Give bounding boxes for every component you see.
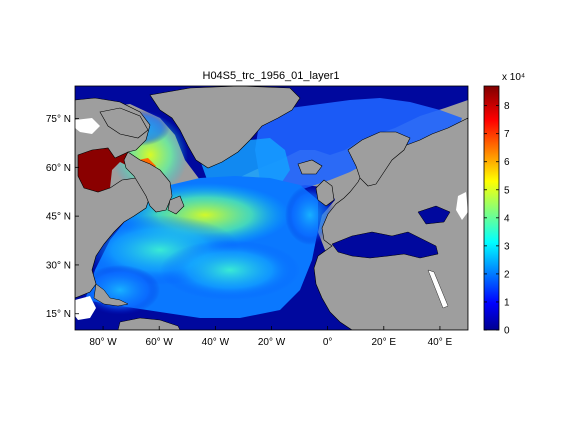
colorbar-tick-label: 0 <box>504 326 510 337</box>
colorbar: x 10⁴ 0 1 2 3 4 5 6 7 8 <box>483 72 525 337</box>
colorbar-tick-label: 2 <box>504 269 510 280</box>
caribbean-plume <box>80 265 160 315</box>
colorbar-tick-label: 1 <box>504 297 510 308</box>
lon-tick-label: 60° W <box>146 337 174 348</box>
lon-tick-label: 40° W <box>202 337 230 348</box>
no-data-gulf <box>75 296 96 320</box>
colorbar-ticks: 0 1 2 3 4 5 6 7 8 <box>484 101 510 337</box>
lat-tick-label: 45° N <box>46 212 71 223</box>
longitude-ticks: 80° W 60° W 40° W 20° W 0° 20° E 40° E <box>89 326 453 348</box>
scandinavia-land <box>347 131 411 187</box>
mediterranean-sea <box>331 231 439 259</box>
lat-tick-label: 60° N <box>46 163 71 174</box>
british-isles-land <box>315 179 335 207</box>
south-america-land <box>117 317 181 330</box>
iceland-land <box>297 159 323 175</box>
lat-tick-label: 30° N <box>46 260 71 271</box>
lon-tick-label: 20° E <box>371 337 396 348</box>
no-data-hudson <box>75 118 100 134</box>
lon-tick-label: 0° <box>323 337 333 348</box>
colorbar-exponent-label: x 10⁴ <box>502 72 525 83</box>
colorbar-tick-label: 7 <box>504 129 510 140</box>
newfoundland-land <box>167 195 185 215</box>
lat-tick-label: 15° N <box>46 309 71 320</box>
map-panel: 15° N 30° N 45° N 60° N 75° N 80° W 60° W 40° … <box>46 85 469 348</box>
black-sea <box>417 205 451 225</box>
colorbar-frame <box>483 85 500 331</box>
latitude-ticks: 15° N 30° N 45° N 60° N 75° N <box>46 114 79 320</box>
colorbar-gradient <box>484 86 499 330</box>
colorbar-tick-label: 8 <box>504 101 510 112</box>
labrador-land <box>123 151 173 213</box>
map-title: H04S5_trc_1956_01_layer1 <box>203 70 340 82</box>
no-data-caspian <box>456 192 468 220</box>
lon-tick-label: 80° W <box>89 337 117 348</box>
lon-tick-label: 20° W <box>258 337 286 348</box>
lat-tick-label: 75° N <box>46 114 71 125</box>
colorbar-tick-label: 3 <box>504 241 510 252</box>
florida-cuba-land <box>93 283 129 307</box>
greenland-land <box>149 86 301 169</box>
colorbar-tick-label: 4 <box>504 213 510 224</box>
map-field <box>75 86 468 330</box>
north-america-land <box>75 97 151 299</box>
colorbar-tick-label: 5 <box>504 185 510 196</box>
colorbar-tick-label: 6 <box>504 157 510 168</box>
red-sea <box>427 269 449 309</box>
lon-tick-label: 40° E <box>428 337 453 348</box>
baffin-island-land <box>99 107 149 139</box>
plume-south <box>160 240 300 300</box>
